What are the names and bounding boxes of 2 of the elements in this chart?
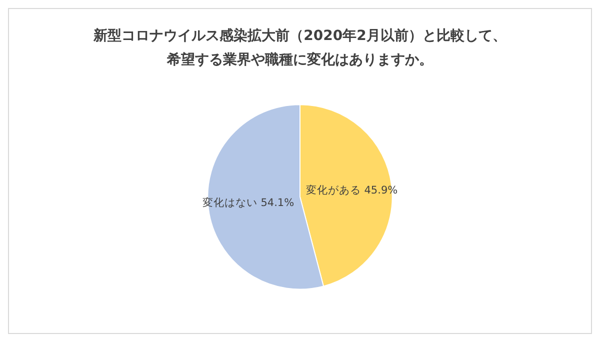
slice-label: 変化はない 54.1%: [202, 196, 294, 210]
chart-title: 新型コロナウイルス感染拡大前（2020年2月以前）と比較して、希望する業界や職種に変化はありますか。: [92, 27, 506, 68]
